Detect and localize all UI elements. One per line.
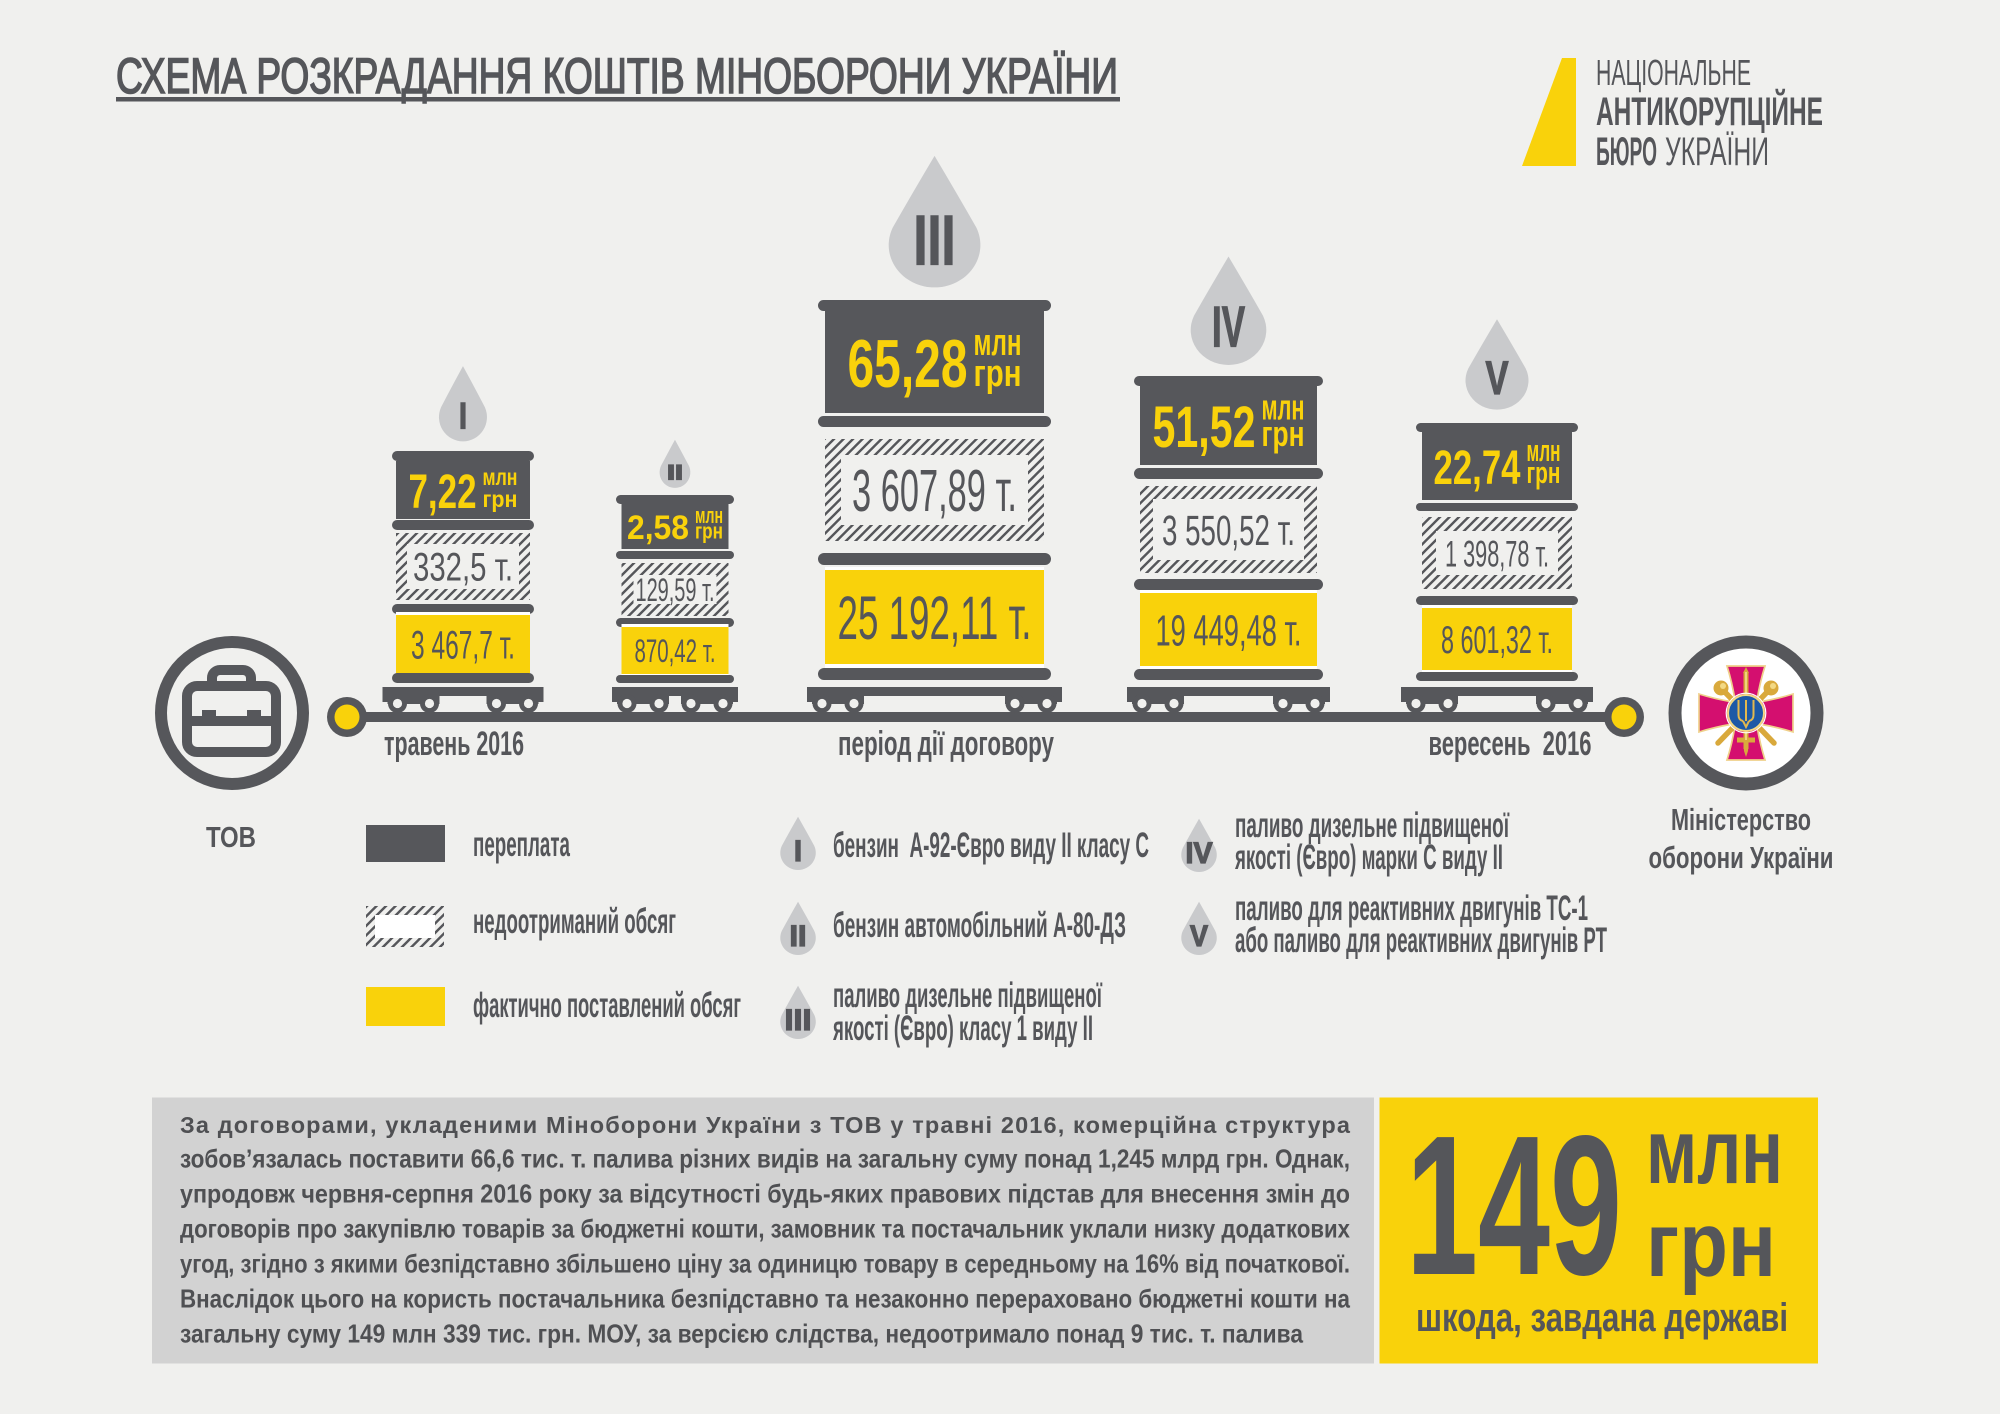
svg-text:V: V — [1486, 352, 1509, 405]
svg-text:паливо для реактивних двигунів: паливо для реактивних двигунів ТС-1 — [1235, 889, 1588, 928]
svg-text:Міністерство: Міністерство — [1671, 802, 1811, 837]
svg-text:129,59 т.: 129,59 т. — [636, 572, 715, 608]
svg-text:НАЦІОНАЛЬНЕ: НАЦІОНАЛЬНЕ — [1596, 52, 1751, 93]
svg-text:7,22: 7,22 — [409, 466, 477, 519]
svg-text:870,42 т.: 870,42 т. — [635, 633, 716, 669]
svg-text:млн: млн — [1262, 387, 1305, 428]
svg-text:149: 149 — [1406, 1095, 1622, 1317]
svg-text:паливо дизельне підвищеної: паливо дизельне підвищеної — [833, 976, 1103, 1015]
svg-text:або паливо для реактивних двиг: або паливо для реактивних двигунів РТ — [1235, 921, 1607, 960]
svg-text:I: I — [794, 836, 802, 868]
svg-text:упродовж червня-серпня 2016 ро: упродовж червня-серпня 2016 року за відс… — [180, 1179, 1350, 1209]
svg-text:період дії договору: період дії договору — [838, 725, 1054, 763]
svg-text:ТОВ: ТОВ — [206, 822, 256, 854]
svg-text:бензин А-92-Євро виду ІІ клас: бензин А-92-Євро виду ІІ класу С — [833, 826, 1149, 865]
svg-text:грн: грн — [1262, 413, 1305, 454]
svg-text:недоотриманий обсяг: недоотриманий обсяг — [473, 902, 676, 941]
svg-text:якості (Євро) марки С виду ІІ: якості (Євро) марки С виду ІІ — [1234, 838, 1503, 877]
svg-text:3 467,7 т.: 3 467,7 т. — [411, 624, 515, 668]
svg-text:бензин автомобільний А-80-ДЗ: бензин автомобільний А-80-ДЗ — [833, 906, 1126, 945]
svg-text:переплата: переплата — [473, 825, 570, 864]
svg-text:3 607,89 т.: 3 607,89 т. — [852, 458, 1017, 524]
svg-text:зобов’язалась поставити 66,6 т: зобов’язалась поставити 66,6 тис. т. пал… — [180, 1144, 1350, 1174]
svg-text:шкода, завдана державі: шкода, завдана державі — [1416, 1296, 1788, 1340]
svg-text:За договорами, укладеними Міно: За договорами, укладеними Міноборони Укр… — [180, 1112, 1351, 1138]
svg-text:IV: IV — [1186, 838, 1214, 870]
svg-text:IV: IV — [1212, 295, 1245, 359]
svg-text:якості (Євро) класу 1 виду ІІ: якості (Євро) класу 1 виду ІІ — [832, 1009, 1093, 1048]
svg-text:млн: млн — [1646, 1101, 1783, 1203]
svg-text:19 449,48 т.: 19 449,48 т. — [1156, 606, 1302, 655]
svg-text:65,28: 65,28 — [848, 326, 968, 402]
svg-text:2,58: 2,58 — [627, 509, 689, 547]
svg-text:V: V — [1190, 921, 1208, 953]
svg-text:млн: млн — [974, 322, 1022, 364]
svg-text:вересень 2016: вересень 2016 — [1429, 725, 1592, 763]
svg-text:млн: млн — [695, 503, 723, 528]
svg-text:травень 2016: травень 2016 — [384, 725, 524, 763]
svg-text:8 601,32 т.: 8 601,32 т. — [1441, 619, 1553, 662]
svg-text:грн: грн — [695, 518, 723, 543]
svg-text:III: III — [914, 201, 956, 280]
svg-text:грн: грн — [974, 353, 1022, 395]
svg-text:оборони України: оборони України — [1649, 840, 1834, 875]
svg-text:грн: грн — [1646, 1194, 1776, 1296]
svg-text:332,5 т.: 332,5 т. — [413, 546, 513, 590]
svg-text:млн: млн — [1527, 433, 1561, 468]
svg-text:УКРАЇНИ: УКРАЇНИ — [1665, 130, 1769, 174]
svg-text:грн: грн — [1527, 455, 1561, 490]
svg-text:БЮРО: БЮРО — [1596, 130, 1657, 174]
svg-text:договорів про закупівлю товарі: договорів про закупівлю товарів за бюдже… — [180, 1214, 1350, 1244]
svg-text:грн: грн — [483, 486, 518, 512]
svg-text:III: III — [785, 1005, 812, 1037]
svg-text:загальну суму 149 млн 339 тис.: загальну суму 149 млн 339 тис. грн. МОУ,… — [180, 1318, 1303, 1348]
svg-text:I: I — [459, 395, 467, 436]
svg-text:Внаслідок цього на користь пос: Внаслідок цього на користь постачальника… — [180, 1284, 1350, 1314]
svg-text:АНТИКОРУПЦІЙНЕ: АНТИКОРУПЦІЙНЕ — [1596, 88, 1823, 134]
svg-text:3 550,52 т.: 3 550,52 т. — [1162, 508, 1295, 555]
svg-text:СХЕМА РОЗКРАДАННЯ КОШТІВ МІНОБ: СХЕМА РОЗКРАДАННЯ КОШТІВ МІНОБОРОНИ УКРА… — [116, 48, 1118, 104]
svg-text:25 192,11 т.: 25 192,11 т. — [838, 584, 1032, 652]
svg-text:паливо дизельне підвищеної: паливо дизельне підвищеної — [1235, 806, 1510, 845]
svg-text:II: II — [790, 921, 807, 953]
svg-text:1 398,78 т.: 1 398,78 т. — [1445, 533, 1549, 575]
svg-text:фактично поставлений обсяг: фактично поставлений обсяг — [473, 986, 741, 1025]
svg-text:22,74: 22,74 — [1434, 442, 1521, 495]
svg-text:угод, згідно з якими безпідста: угод, згідно з якими безпідставно збільш… — [180, 1249, 1350, 1279]
svg-text:млн: млн — [483, 464, 518, 490]
svg-text:II: II — [667, 462, 683, 485]
svg-text:51,52: 51,52 — [1153, 395, 1256, 460]
